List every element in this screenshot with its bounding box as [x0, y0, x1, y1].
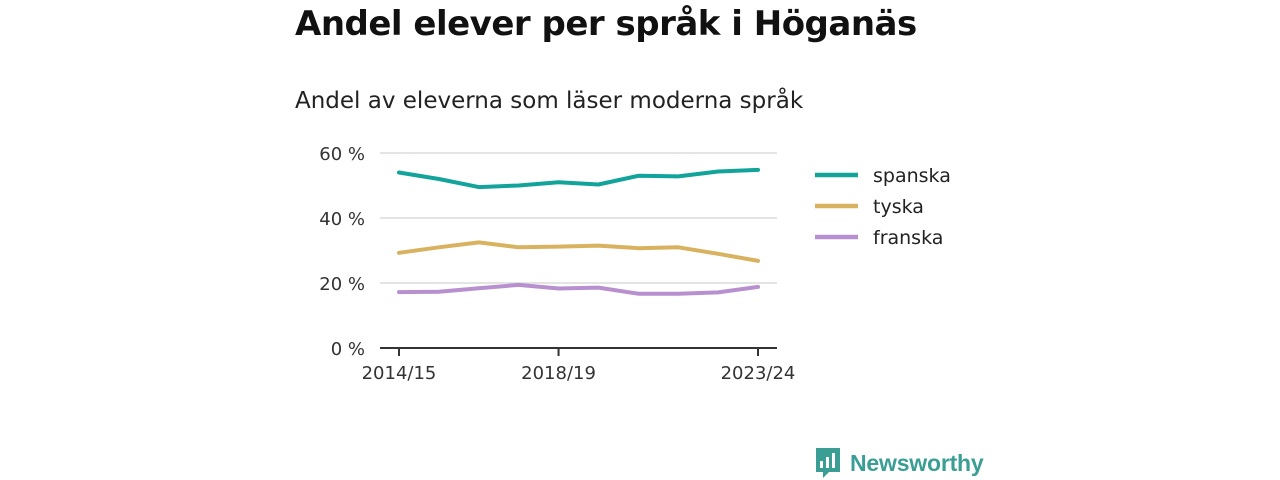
- x-axis-tick-labels: 2014/15 2018/19 2023/24: [362, 363, 796, 384]
- newsworthy-brand-name: Newsworthy: [850, 449, 984, 476]
- y-tick-label: 60 %: [319, 144, 365, 165]
- x-axis: [380, 347, 777, 356]
- newsworthy-logo-icon: [816, 448, 840, 478]
- grid-lines: [380, 152, 777, 284]
- x-tick-label: 2014/15: [362, 363, 437, 384]
- y-tick-label: 40 %: [319, 209, 365, 230]
- legend-label-spanska: spanska: [873, 165, 951, 187]
- legend-label-franska: franska: [873, 227, 943, 249]
- y-tick-label: 0 %: [331, 339, 365, 360]
- newsworthy-logo: Newsworthy: [814, 446, 984, 480]
- series-lines: [397, 167, 760, 296]
- chart-subtitle: Andel av eleverna som läser moderna språ…: [295, 88, 804, 114]
- y-axis-tick-labels: 0 % 20 % 40 % 60 %: [319, 144, 365, 360]
- x-tick-label: 2018/19: [521, 363, 596, 384]
- series-line-spanska: [397, 167, 760, 190]
- legend: spanska tyska franska: [815, 165, 951, 249]
- series-line-tyska: [397, 240, 760, 263]
- y-tick-label: 20 %: [319, 274, 365, 295]
- chart-title: Andel elever per språk i Höganäs: [295, 4, 917, 44]
- legend-label-tyska: tyska: [873, 196, 924, 218]
- x-tick-label: 2023/24: [721, 363, 796, 384]
- series-line-franska: [397, 282, 760, 296]
